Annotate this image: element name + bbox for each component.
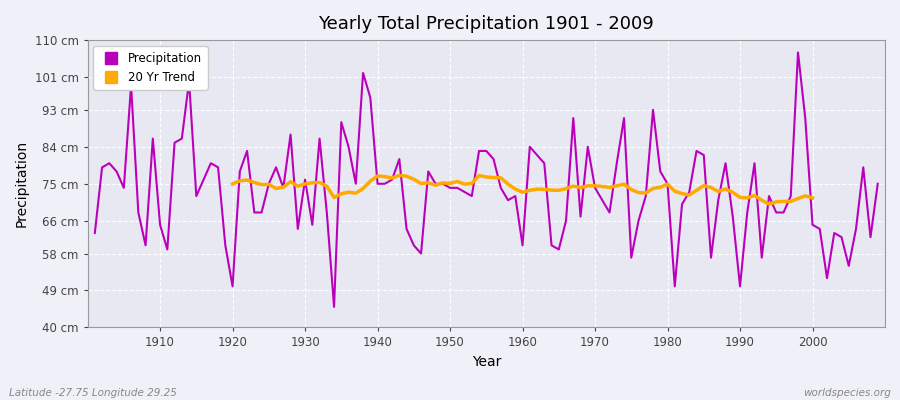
Legend: Precipitation, 20 Yr Trend: Precipitation, 20 Yr Trend xyxy=(94,46,208,90)
Text: worldspecies.org: worldspecies.org xyxy=(803,388,891,398)
Y-axis label: Precipitation: Precipitation xyxy=(15,140,29,227)
X-axis label: Year: Year xyxy=(472,355,501,369)
Title: Yearly Total Precipitation 1901 - 2009: Yearly Total Precipitation 1901 - 2009 xyxy=(319,15,654,33)
Text: Latitude -27.75 Longitude 29.25: Latitude -27.75 Longitude 29.25 xyxy=(9,388,177,398)
